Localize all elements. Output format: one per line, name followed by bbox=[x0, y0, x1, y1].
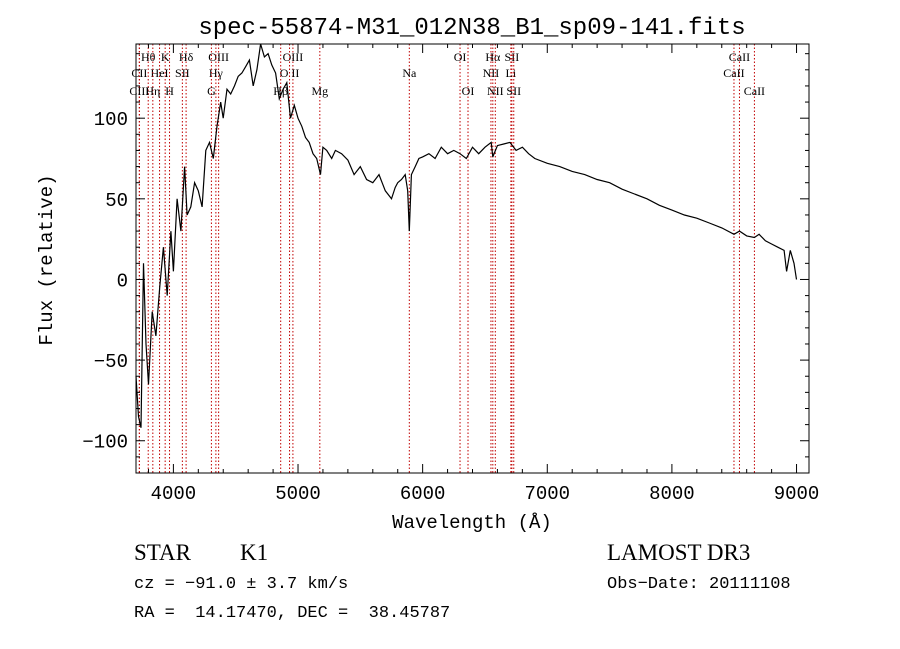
line-label-11: G bbox=[207, 84, 216, 98]
y-axis-label: Flux (relative) bbox=[36, 174, 58, 345]
y-tick-label-4: 100 bbox=[94, 109, 128, 131]
line-label-23: NII bbox=[487, 84, 504, 98]
line-label-6: CIII bbox=[129, 84, 149, 98]
line-label-27: CaII bbox=[744, 84, 765, 98]
line-label-26: CaII bbox=[723, 66, 744, 80]
line-label-0: Hθ bbox=[141, 50, 156, 64]
line-label-20: SII bbox=[505, 50, 520, 64]
flux-series-line bbox=[135, 43, 798, 428]
survey-name: LAMOST DR3 bbox=[607, 540, 751, 565]
x-tick-label-4: 8000 bbox=[649, 483, 695, 505]
line-label-16: Na bbox=[402, 66, 417, 80]
axis-ticks: 4000 5000 6000 7000 8000 9000 −100 −50 0 50 100 bbox=[82, 44, 819, 505]
x-tick-label-1: 5000 bbox=[275, 483, 321, 505]
observation-date: Obs−Date: 20111108 bbox=[607, 575, 791, 594]
line-label-21: NII bbox=[483, 66, 500, 80]
line-label-7: Hη bbox=[145, 84, 160, 98]
y-tick-label-2: 0 bbox=[117, 270, 128, 292]
y-tick-label-3: 50 bbox=[105, 190, 128, 212]
line-label-15: Mg bbox=[311, 84, 328, 98]
line-label-25: CaII bbox=[729, 50, 750, 64]
line-label-8: H bbox=[165, 84, 174, 98]
x-tick-label-2: 6000 bbox=[400, 483, 446, 505]
x-tick-label-5: 9000 bbox=[774, 483, 820, 505]
line-label-17: OI bbox=[454, 50, 467, 64]
y-tick-label-0: −100 bbox=[82, 432, 128, 454]
line-label-18: OI bbox=[462, 84, 475, 98]
line-label-2: Hδ bbox=[179, 50, 194, 64]
x-axis-label: Wavelength (Å) bbox=[392, 512, 552, 534]
line-label-9: OIII bbox=[208, 50, 229, 64]
line-label-22: Li bbox=[506, 66, 517, 80]
line-label-5: SII bbox=[175, 66, 190, 80]
line-label-1: K bbox=[161, 50, 170, 64]
y-tick-label-1: −50 bbox=[94, 351, 128, 373]
line-label-24: SII bbox=[506, 84, 521, 98]
line-label-10: Hγ bbox=[209, 66, 224, 80]
x-tick-label-0: 4000 bbox=[151, 483, 197, 505]
line-label-4: HeI bbox=[151, 66, 169, 80]
x-tick-label-3: 7000 bbox=[524, 483, 570, 505]
line-label-13: O II bbox=[280, 66, 300, 80]
object-class: STAR bbox=[134, 540, 191, 565]
chart-title: spec-55874-M31_012N38_B1_sp09-141.fits bbox=[198, 15, 745, 42]
ra-dec-coordinates: RA = 14.17470, DEC = 38.45787 bbox=[134, 604, 451, 623]
line-label-12: OIII bbox=[283, 50, 304, 64]
line-label-19: Hα bbox=[485, 50, 501, 64]
plot-frame bbox=[135, 43, 810, 474]
redshift-velocity: cz = −91.0 ± 3.7 km/s bbox=[134, 575, 349, 594]
object-subclass: K1 bbox=[240, 540, 269, 565]
